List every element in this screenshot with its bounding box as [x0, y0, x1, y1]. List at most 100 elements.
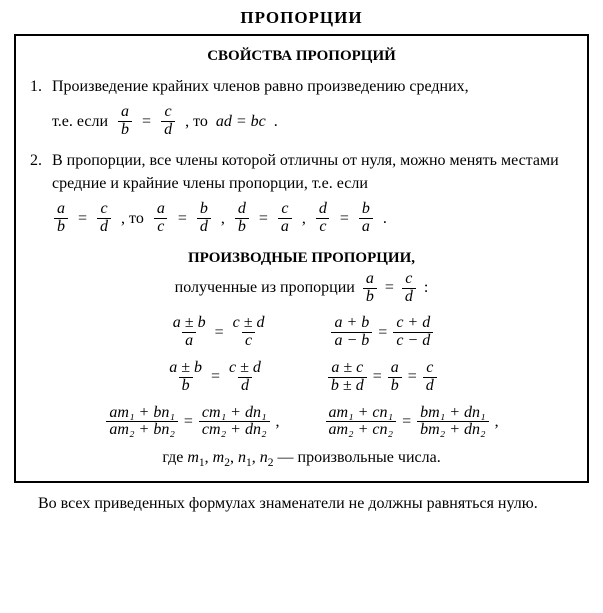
page-title: ПРОПОРЦИИ [14, 8, 589, 28]
equals-sign: = [184, 413, 193, 431]
numerator: a [363, 271, 377, 288]
denominator: b [235, 218, 249, 236]
var-n2: n2 [260, 449, 274, 466]
denominator: b [388, 377, 402, 395]
derived-title: ПРОИЗВОДНЫЕ ПРОПОРЦИИ, [30, 250, 573, 267]
denominator: d [423, 377, 437, 395]
denominator: bm₂ + dn₂ [417, 421, 488, 439]
denominator: cm₂ + dn₂ [199, 421, 270, 439]
fraction: b a [359, 201, 373, 236]
numerator: a [118, 104, 132, 121]
denominator: am₂ + bn₂ [106, 421, 177, 439]
numerator: a [54, 201, 68, 218]
mid-text: , то [185, 110, 208, 133]
equals-sign: = [259, 207, 268, 230]
fraction: a b [388, 360, 402, 395]
footer-pre: где [162, 449, 183, 466]
sep: , [495, 413, 499, 431]
numerator: a ± c [328, 360, 366, 377]
derived-formula: am₁ + bn₁ am₂ + bn₂ = cm₁ + dn₁ cm₂ + dn… [104, 405, 279, 440]
equals-sign: = [402, 413, 411, 431]
fraction: a ± b a [170, 315, 209, 350]
item-body: В пропорции, все члены которой отличны о… [52, 149, 573, 236]
numerator: a [154, 201, 168, 218]
fraction: a + b a − b [331, 315, 372, 350]
tail-text: . [274, 110, 278, 133]
numerator: a ± b [166, 360, 205, 377]
numerator: a [388, 360, 402, 377]
item-number: 1. [30, 75, 52, 139]
fraction: d b [235, 201, 249, 236]
fraction-c-over-d: c d [161, 104, 175, 139]
section-title: СВОЙСТВА ПРОПОРЦИЙ [30, 48, 573, 65]
numerator: a + b [331, 315, 372, 332]
footer-line: где m1, m2, n1, n2 — произвольные числа. [30, 449, 573, 469]
derived-formula: a ± b a = c ± d c [168, 315, 270, 350]
equals-sign: = [385, 279, 394, 297]
denominator: a [182, 332, 196, 350]
denominator: c [316, 218, 329, 236]
denominator: a [278, 218, 292, 236]
denominator: b ± d [328, 377, 367, 395]
denominator: a [359, 218, 373, 236]
denominator: b [179, 377, 193, 395]
numerator: am₁ + cn₁ [326, 405, 397, 422]
equals-sign: = [408, 368, 417, 386]
content-box: СВОЙСТВА ПРОПОРЦИЙ 1. Произведение крайн… [14, 34, 589, 483]
fraction: am₁ + bn₁ am₂ + bn₂ [106, 405, 177, 440]
fraction: a ± b b [166, 360, 205, 395]
fraction: d c [316, 201, 330, 236]
sep: , [276, 413, 280, 431]
equals-sign: = [373, 368, 382, 386]
denominator: d [238, 377, 252, 395]
numerator: am₁ + bn₁ [106, 405, 177, 422]
denominator: b [363, 288, 377, 306]
var-n1: n1 [238, 449, 252, 466]
cross-product: ad = bc [216, 110, 266, 133]
numerator: c [162, 104, 175, 121]
property-1: 1. Произведение крайних членов равно про… [30, 75, 573, 139]
numerator: cm₁ + dn₁ [199, 405, 270, 422]
fraction: c d [402, 271, 416, 306]
sep: , [302, 207, 306, 230]
subtitle-post: : [424, 279, 428, 297]
derived-subtitle: полученные из пропорции a b = c d : [30, 271, 573, 306]
var-m2: m2 [213, 449, 230, 466]
equals-sign: = [378, 324, 387, 342]
denominator: c − d [393, 332, 433, 350]
denominator: d [161, 121, 175, 139]
subtitle-pre: полученные из пропорции [175, 279, 355, 297]
fraction: c ± d c [230, 315, 268, 350]
fraction: a ± c b ± d [328, 360, 367, 395]
fraction: c ± d d [226, 360, 264, 395]
numerator: c [97, 201, 110, 218]
fraction: c d [97, 201, 111, 236]
numerator: c ± d [226, 360, 264, 377]
lead-text: т.е. если [52, 110, 108, 133]
equals-sign: = [78, 207, 87, 230]
footer-post: — произвольные числа. [278, 449, 441, 466]
derived-row-1: a ± b a = c ± d c a + b a − b = c + d c … [30, 315, 573, 350]
equals-sign: = [340, 207, 349, 230]
fraction: c d [423, 360, 437, 395]
denominator: a − b [331, 332, 372, 350]
fraction: bm₁ + dn₁ bm₂ + dn₂ [417, 405, 488, 440]
derived-formula: a ± c b ± d = a b = c d [326, 360, 439, 395]
var-m1: m1 [187, 449, 204, 466]
numerator: c [278, 201, 291, 218]
fraction: a c [154, 201, 168, 236]
denominator: d [97, 218, 111, 236]
fraction: cm₁ + dn₁ cm₂ + dn₂ [199, 405, 270, 440]
item-body: Произведение крайних членов равно произв… [52, 75, 573, 139]
property-1-text: Произведение крайних членов равно произв… [52, 78, 469, 95]
numerator: d [235, 201, 249, 218]
derived-row-2: a ± b b = c ± d d a ± c b ± d = a b = c … [30, 360, 573, 395]
fraction: a b [363, 271, 377, 306]
fraction: am₁ + cn₁ am₂ + cn₂ [326, 405, 397, 440]
fraction: c a [278, 201, 292, 236]
equals-sign: = [178, 207, 187, 230]
property-2-formula: a b = c d , то a c = b d , [52, 201, 573, 236]
numerator: bm₁ + dn₁ [417, 405, 488, 422]
equals-sign: = [215, 324, 224, 342]
equals-sign: = [142, 110, 151, 133]
